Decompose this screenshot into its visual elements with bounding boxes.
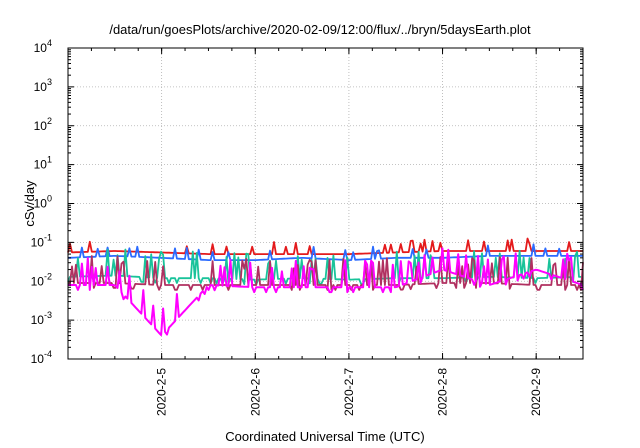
y-tick-label: 10-2 <box>31 271 52 288</box>
y-tick-label-exponent: 1 <box>47 155 52 165</box>
y-tick-label-base: 10 <box>34 158 48 172</box>
y-tick-label: 102 <box>34 116 52 133</box>
chart-title: /data/run/goesPlots/archive/2020-02-09/1… <box>109 22 531 37</box>
y-tick-label-exponent: 0 <box>47 194 52 204</box>
series-line <box>67 237 583 256</box>
x-tick-label: 2020-2-7 <box>342 368 356 416</box>
y-tick-label-exponent: -2 <box>44 271 52 281</box>
y-tick-label: 10-3 <box>31 310 52 327</box>
series-group <box>67 237 584 336</box>
y-tick-label: 101 <box>34 155 52 172</box>
series-line <box>68 243 583 262</box>
y-tick-label-exponent: -3 <box>44 310 52 320</box>
y-tick-label-base: 10 <box>34 197 48 211</box>
x-tick-label: 2020-2-6 <box>248 368 262 416</box>
y-tick-label-base: 10 <box>34 80 48 94</box>
y-tick-label-exponent: -1 <box>44 232 52 242</box>
y-tick-label-exponent: 2 <box>47 116 52 126</box>
y-tick-label: 103 <box>34 77 52 94</box>
y-tick-label: 104 <box>34 38 52 55</box>
x-tick-label: 2020-2-5 <box>155 368 169 416</box>
y-tick-label-exponent: -4 <box>44 349 52 359</box>
y-tick-label-exponent: 4 <box>47 38 52 48</box>
y-tick-label-base: 10 <box>31 313 45 327</box>
x-tick-label: 2020-2-9 <box>529 368 543 416</box>
y-tick-label: 10-4 <box>31 349 52 366</box>
y-tick-label: 100 <box>34 194 52 211</box>
x-tick-label: 2020-2-8 <box>436 368 450 416</box>
y-tick-label-base: 10 <box>31 352 45 366</box>
y-tick-label-base: 10 <box>34 119 48 133</box>
x-axis-label: Coordinated Universal Time (UTC) <box>225 429 424 444</box>
y-tick-label: 10-1 <box>31 232 52 249</box>
y-tick-label-base: 10 <box>31 274 45 288</box>
y-tick-label-exponent: 3 <box>47 77 52 87</box>
y-axis-label: cSv/day <box>22 180 37 227</box>
y-tick-label-base: 10 <box>31 235 45 249</box>
y-tick-label-base: 10 <box>34 41 48 55</box>
series-line <box>68 247 584 336</box>
